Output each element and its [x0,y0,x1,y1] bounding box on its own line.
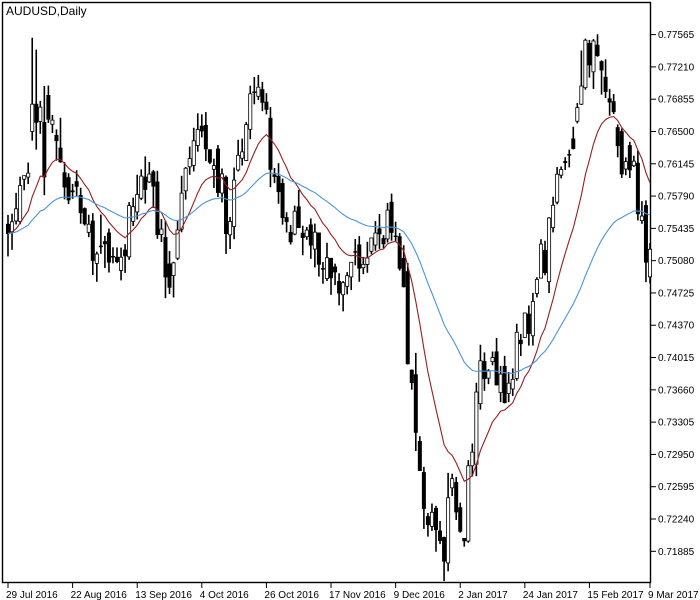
svg-text:0.72595: 0.72595 [658,482,695,493]
svg-text:2 Jan 2017: 2 Jan 2017 [458,590,508,600]
svg-text:0.76145: 0.76145 [658,159,695,170]
svg-text:22 Aug 2016: 22 Aug 2016 [71,590,128,600]
svg-text:0.71885: 0.71885 [658,547,695,558]
svg-text:0.76855: 0.76855 [658,95,695,106]
svg-text:0.77565: 0.77565 [658,30,695,41]
svg-text:24 Jan 2017: 24 Jan 2017 [523,590,578,600]
svg-text:0.75790: 0.75790 [658,192,695,203]
svg-text:4 Oct 2016: 4 Oct 2016 [200,590,249,600]
svg-text:9 Dec 2016: 9 Dec 2016 [394,590,446,600]
svg-text:13 Sep 2016: 13 Sep 2016 [135,590,192,600]
svg-text:26 Oct 2016: 26 Oct 2016 [264,590,319,600]
svg-text:29 Jul 2016: 29 Jul 2016 [6,590,58,600]
svg-text:0.75080: 0.75080 [658,256,695,267]
svg-text:9 Mar 2017: 9 Mar 2017 [648,590,699,600]
svg-text:17 Nov 2016: 17 Nov 2016 [329,590,386,600]
svg-text:0.72240: 0.72240 [658,515,695,526]
svg-text:0.74725: 0.74725 [658,288,695,299]
svg-text:0.75435: 0.75435 [658,224,695,235]
svg-text:0.73660: 0.73660 [658,385,695,396]
svg-text:0.77210: 0.77210 [658,62,695,73]
svg-text:0.73305: 0.73305 [658,418,695,429]
svg-text:0.76500: 0.76500 [658,127,695,138]
svg-text:15 Feb 2017: 15 Feb 2017 [587,590,644,600]
svg-text:0.72950: 0.72950 [658,450,695,461]
svg-text:0.74015: 0.74015 [658,353,695,364]
svg-text:0.74370: 0.74370 [658,321,695,332]
